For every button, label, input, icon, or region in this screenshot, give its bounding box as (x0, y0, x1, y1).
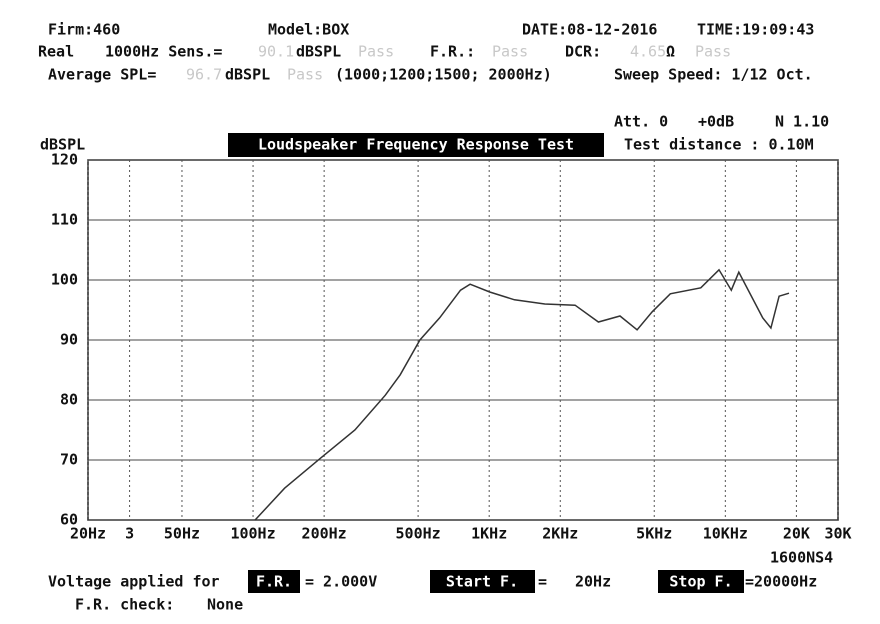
stop-value: =20000Hz (745, 573, 817, 591)
model: Model:BOX (268, 21, 349, 39)
y-tick-label: 70 (60, 451, 78, 469)
stop-box (658, 570, 744, 593)
dcr: DCR: (565, 43, 601, 61)
sens-result: Pass (358, 43, 394, 61)
footer: Voltage applied for F.R. = 2.000V Start … (48, 570, 817, 614)
avg-freqs: (1000;1200;1500; 2000Hz) (335, 66, 552, 84)
start-eq: = (538, 573, 547, 591)
check: F.R. check: (75, 596, 174, 614)
x-tick-label: 2KHz (542, 525, 578, 543)
att-db: +0dB (698, 113, 734, 131)
start-box (430, 570, 535, 593)
y-tick-label: 120 (51, 151, 78, 169)
chart-title: Loudspeaker Frequency Response Test (258, 136, 574, 154)
fr-box (248, 570, 300, 593)
x-tick-label: 500Hz (396, 525, 441, 543)
x-tick-label: 10KHz (703, 525, 748, 543)
sens-unit: dBSPL (296, 43, 341, 61)
x-tick-label: 20Hz (70, 525, 106, 543)
y-tick-label: 60 (60, 511, 78, 529)
date: DATE:08-12-2016 (522, 21, 657, 39)
x-tick-label: 1KHz (471, 525, 507, 543)
dcr-value: 4.65 (630, 43, 666, 61)
voltage: Voltage applied for (48, 573, 220, 591)
firm: Firm:460 (48, 21, 120, 39)
avg-result: Pass (287, 66, 323, 84)
model-note: 1600NS4 (770, 549, 833, 567)
x-tick-label: 30K (824, 525, 851, 543)
att: Att. 0 (614, 113, 668, 131)
x-tick-label: 3 (125, 525, 134, 543)
stop-label: Stop F. (669, 573, 732, 591)
sens-value: 90.1 (258, 43, 294, 61)
fr-result: Pass (492, 43, 528, 61)
avg-unit: dBSPL (225, 66, 270, 84)
y-axis-label: dBSPL (40, 136, 85, 154)
start-label: Start F. (446, 573, 518, 591)
avg: Average SPL= (48, 66, 156, 84)
sens: 1000Hz Sens.= (105, 43, 222, 61)
x-tick-label: 100Hz (230, 525, 275, 543)
start-value: 20Hz (575, 573, 611, 591)
y-tick-label: 110 (51, 211, 78, 229)
response-curve (254, 268, 790, 521)
dcr-unit: Ω (666, 43, 675, 61)
y-tick-label: 90 (60, 331, 78, 349)
title-box (228, 133, 604, 157)
x-tick-label: 200Hz (302, 525, 347, 543)
check-value: None (207, 596, 243, 614)
fr-label: F.R. (256, 573, 292, 591)
y-tick-label: 100 (51, 271, 78, 289)
y-tick-label: 80 (60, 391, 78, 409)
distance: Test distance : 0.10M (624, 136, 814, 154)
time: TIME:19:09:43 (697, 21, 814, 39)
x-tick-label: 5KHz (636, 525, 672, 543)
sweep: Sweep Speed: 1/12 Oct. (614, 66, 813, 84)
avg-value: 96.7 (186, 66, 222, 84)
real: Real (38, 43, 74, 61)
n: N 1.10 (775, 113, 829, 131)
voltage-value: = 2.000V (305, 573, 377, 591)
fr: F.R.: (430, 43, 475, 61)
x-tick-label: 20K (783, 525, 810, 543)
dcr-result: Pass (695, 43, 731, 61)
header: Firm:460 Model:BOX DATE:08-12-2016 TIME:… (38, 21, 829, 154)
x-tick-label: 50Hz (164, 525, 200, 543)
